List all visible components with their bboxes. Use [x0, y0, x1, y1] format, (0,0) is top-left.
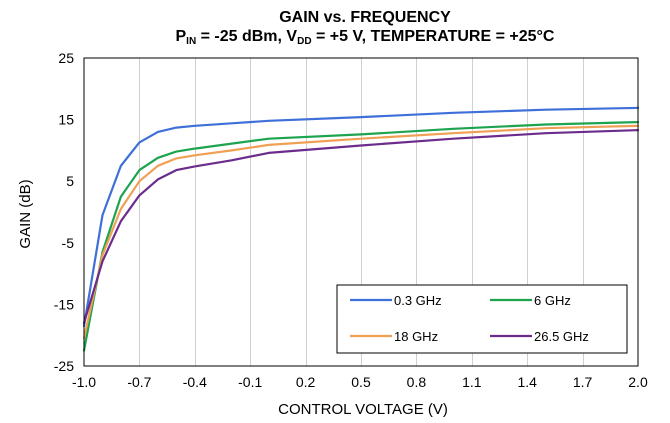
y-tick-label: 15 — [58, 112, 74, 128]
legend-label: 26.5 GHz — [534, 329, 589, 344]
y-tick-label: -15 — [54, 296, 74, 312]
y-tick-label: 25 — [58, 50, 74, 66]
x-tick-label: -0.1 — [238, 374, 262, 390]
x-tick-label: 1.1 — [462, 374, 482, 390]
x-tick-label: 0.2 — [296, 374, 316, 390]
x-tick-label: 0.8 — [407, 374, 427, 390]
series-line — [82, 120, 640, 352]
plot-area-border — [83, 57, 639, 367]
x-tick-label: -0.4 — [183, 374, 207, 390]
y-tick-labels: -25 -15 -5 5 15 25 — [54, 50, 74, 374]
y-tick-label: -25 — [54, 358, 74, 374]
subtitle-p: P — [176, 28, 187, 45]
subtitle-p-subscript: IN — [186, 36, 196, 47]
x-tick-label: 0.5 — [351, 374, 371, 390]
x-tick-label: -1.0 — [72, 374, 96, 390]
x-tick-label: -0.7 — [127, 374, 151, 390]
subtitle-rest: = +5 V, TEMPERATURE = +25°C — [312, 28, 555, 45]
legend-label: 6 GHz — [534, 293, 571, 308]
x-tick-label: 1.4 — [517, 374, 537, 390]
chart-subtitle: PIN = -25 dBm, VDD = +5 V, TEMPERATURE =… — [176, 28, 555, 47]
y-tick-label: 5 — [66, 173, 74, 189]
legend-label: 18 GHz — [394, 329, 438, 344]
legend-box — [336, 284, 628, 354]
x-tick-label: 1.7 — [573, 374, 593, 390]
series-line — [82, 106, 640, 328]
legend-label: 0.3 GHz — [394, 293, 442, 308]
y-axis-label: GAIN (dB) — [17, 179, 34, 248]
y-tick-label: -5 — [62, 235, 75, 251]
subtitle-mid: = -25 dBm, V — [196, 28, 297, 45]
subtitle-v-subscript: DD — [297, 36, 311, 47]
x-tick-labels: -1.0 -0.7 -0.4 -0.1 0.2 0.5 0.8 1.1 1.4 1.7 2.0 — [72, 374, 648, 390]
series-lines — [82, 106, 640, 352]
grid-lines — [139, 58, 584, 366]
series-line — [82, 124, 640, 340]
x-axis-label: CONTROL VOLTAGE (V) — [278, 401, 448, 418]
x-tick-label: 2.0 — [628, 374, 648, 390]
series-line — [82, 129, 640, 324]
chart-title: GAIN vs. FREQUENCY — [279, 9, 451, 26]
legend: 0.3 GHz 6 GHz 18 GHz 26.5 GHz — [336, 284, 628, 354]
